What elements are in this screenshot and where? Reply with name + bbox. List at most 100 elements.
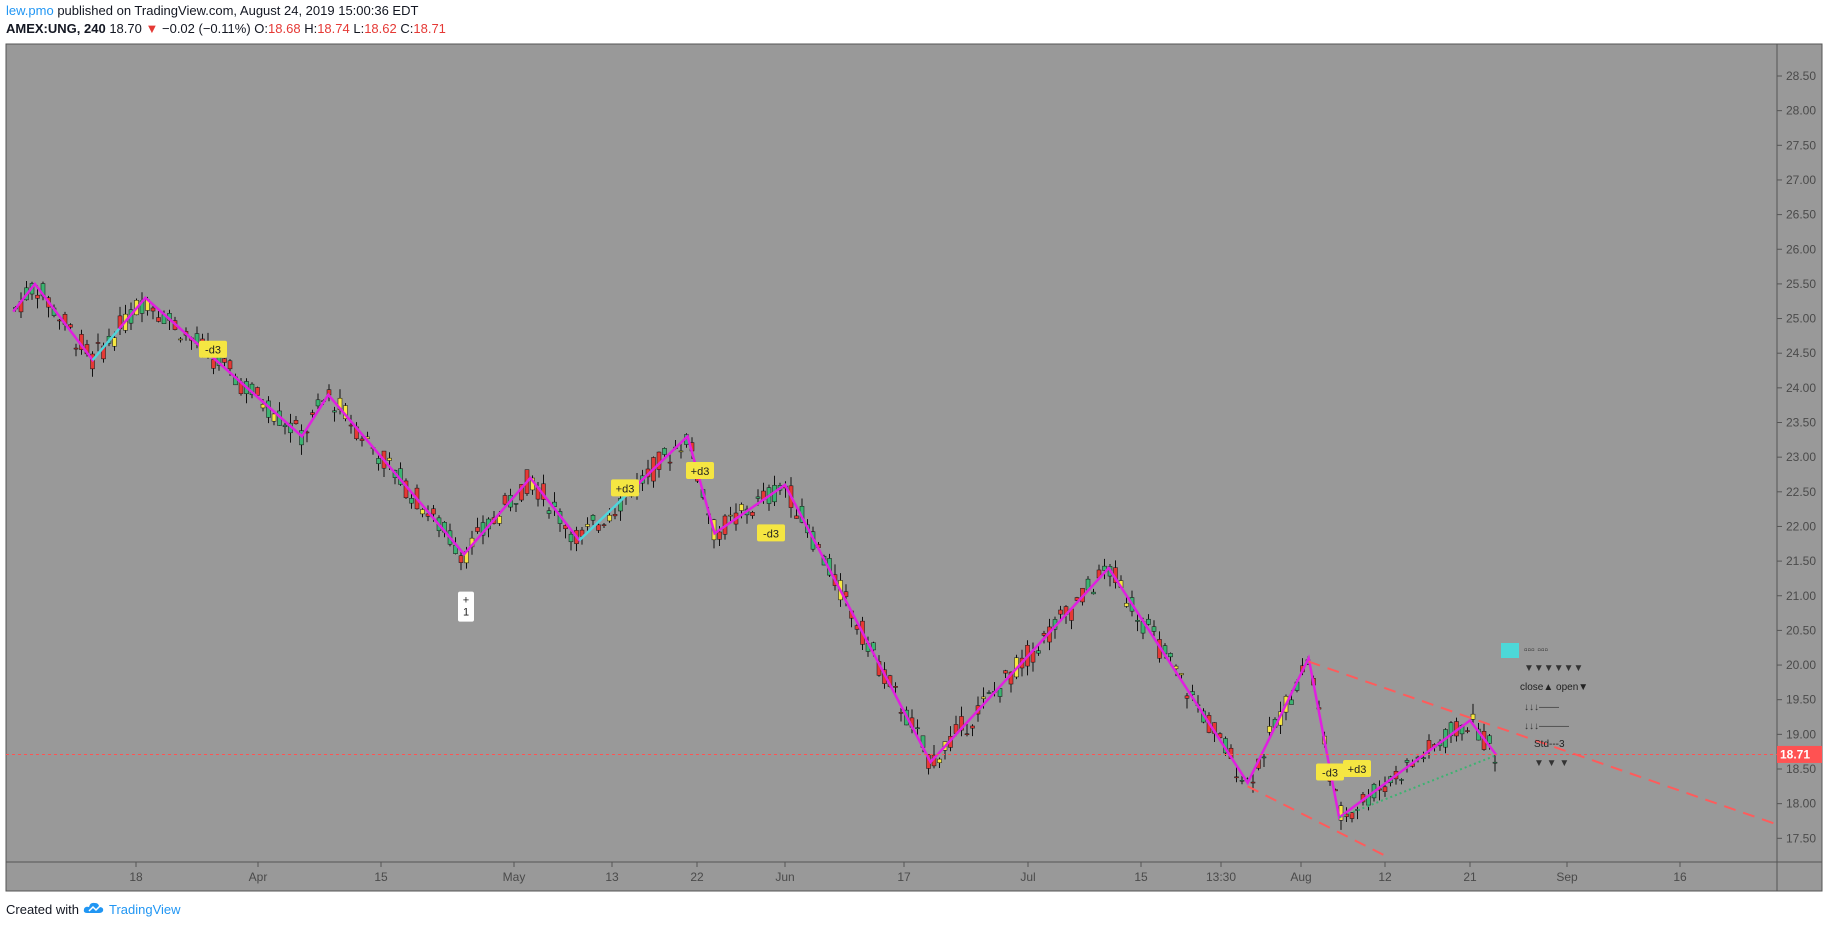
high-value: 18.74 (317, 21, 350, 36)
candle-body (1179, 673, 1184, 676)
annotation-text: +d3 (1348, 764, 1367, 776)
x-tick-label: 18 (129, 870, 143, 884)
y-tick-label: 28.50 (1786, 69, 1816, 83)
y-tick-label: 26.50 (1786, 208, 1816, 222)
last-price-tag (1777, 745, 1822, 763)
y-tick-label: 26.00 (1786, 242, 1816, 256)
publish-text: published on TradingView.com, August 24,… (53, 3, 419, 18)
candle-body (1102, 565, 1107, 571)
y-tick-label: 17.50 (1786, 831, 1816, 845)
x-tick-label: 15 (1134, 870, 1148, 884)
open-value: 18.68 (268, 21, 301, 36)
close-label: C: (400, 21, 414, 36)
annotation-badge (199, 340, 227, 358)
x-tick-label: 22 (690, 870, 704, 884)
panel-glyphs: ↓↓↓—— (1524, 702, 1559, 713)
y-tick-label: 27.00 (1786, 173, 1816, 187)
candle-body (458, 555, 464, 563)
x-tick-label: May (503, 870, 526, 884)
candle-body (612, 514, 618, 517)
candle-body (222, 358, 227, 363)
candle-body (1036, 650, 1041, 654)
time-axis[interactable] (6, 862, 1777, 891)
candle-body (662, 448, 667, 455)
tradingview-logo-link[interactable]: TradingView (108, 902, 181, 917)
candle-body (293, 420, 299, 425)
candle-body (420, 509, 425, 515)
candle-body (348, 424, 354, 427)
candle-body (937, 758, 942, 763)
x-tick-label: 16 (1673, 870, 1687, 884)
candle-body (156, 317, 161, 322)
candle-body (997, 688, 1003, 697)
annotation-badge (611, 479, 639, 497)
tradingview-cloud-icon (83, 901, 105, 918)
trendline (1247, 785, 1386, 857)
candle-body (1168, 653, 1173, 658)
candle-body (112, 337, 117, 347)
candle-body (843, 591, 849, 597)
annotation-badge (1343, 760, 1371, 777)
down-arrow-icon: ▼ (145, 21, 159, 36)
close-value: 18.71 (413, 21, 446, 36)
panel-glyphs: ▼▼▼▼▼▼ (1524, 663, 1583, 674)
candle-body (1058, 609, 1063, 615)
flag-icon (1501, 643, 1519, 658)
y-tick-label: 27.50 (1786, 138, 1816, 152)
candle-body (596, 524, 601, 531)
footer-created-text: Created with (6, 902, 79, 917)
candle-body (1470, 713, 1476, 720)
candle-body (739, 504, 744, 511)
candle-body (1184, 695, 1190, 699)
x-tick-label: 17 (897, 870, 911, 884)
last-price-tag-text: 18.71 (1780, 747, 1810, 761)
candle-body (1250, 781, 1256, 784)
candle-body (1124, 602, 1129, 607)
author-link[interactable]: lew.pmo (6, 3, 54, 18)
annotation-badge (757, 524, 785, 542)
y-tick-label: 18.00 (1786, 797, 1816, 811)
panel-glyphs: ▼ ▼ ▼ (1534, 758, 1569, 769)
x-tick-label: 13 (605, 870, 619, 884)
plot-area[interactable] (6, 44, 1777, 862)
low-label: L: (353, 21, 365, 36)
publish-info: lew.pmo published on TradingView.com, Au… (6, 3, 418, 19)
panel-text: Std---3 (1534, 739, 1565, 750)
x-tick-label: 15 (374, 870, 388, 884)
candle-body (1135, 620, 1140, 622)
y-tick-label: 25.50 (1786, 277, 1816, 291)
candle-body (1261, 756, 1267, 759)
candle-body (981, 696, 986, 699)
candle-body (590, 515, 596, 521)
annotation-labels: -d3 +d3 +d3 -d3 +1 -d3 +d3 (199, 340, 1371, 781)
annotation-badge (458, 591, 474, 622)
x-tick-label: Sep (1556, 870, 1578, 884)
candle-body (1382, 786, 1388, 793)
x-tick-label: Jun (775, 870, 794, 884)
candle-body (1234, 776, 1239, 779)
signal-panel: ▫▫▫ ▫▫▫ ▼▼▼▼▼▼ close▲ open▼ ↓↓↓—— ↓↓↓——— Std… (1501, 643, 1588, 769)
zigzag-line (12, 281, 1498, 820)
candle-body (1041, 633, 1047, 636)
candle-body (1487, 735, 1492, 744)
x-tick-label: 21 (1463, 870, 1477, 884)
candle-body (1003, 670, 1008, 674)
candle-body (409, 498, 414, 504)
annotation-badge (1316, 763, 1344, 781)
y-tick-label: 22.00 (1786, 519, 1816, 533)
candle-body (546, 510, 552, 514)
candle-body (150, 307, 156, 312)
candle-body (1404, 760, 1410, 763)
candle-body (299, 430, 304, 446)
chart-frame (5, 43, 1823, 892)
y-tick-label: 20.50 (1786, 623, 1816, 637)
candle-body (178, 338, 183, 341)
candle-body (915, 727, 920, 729)
y-tick-label: 21.50 (1786, 554, 1816, 568)
panel-text: close▲ open▼ (1520, 682, 1588, 693)
y-tick-label: 24.00 (1786, 381, 1816, 395)
high-label: H: (304, 21, 318, 36)
zigzag-lines (12, 281, 1778, 857)
candle-body (1239, 780, 1245, 782)
